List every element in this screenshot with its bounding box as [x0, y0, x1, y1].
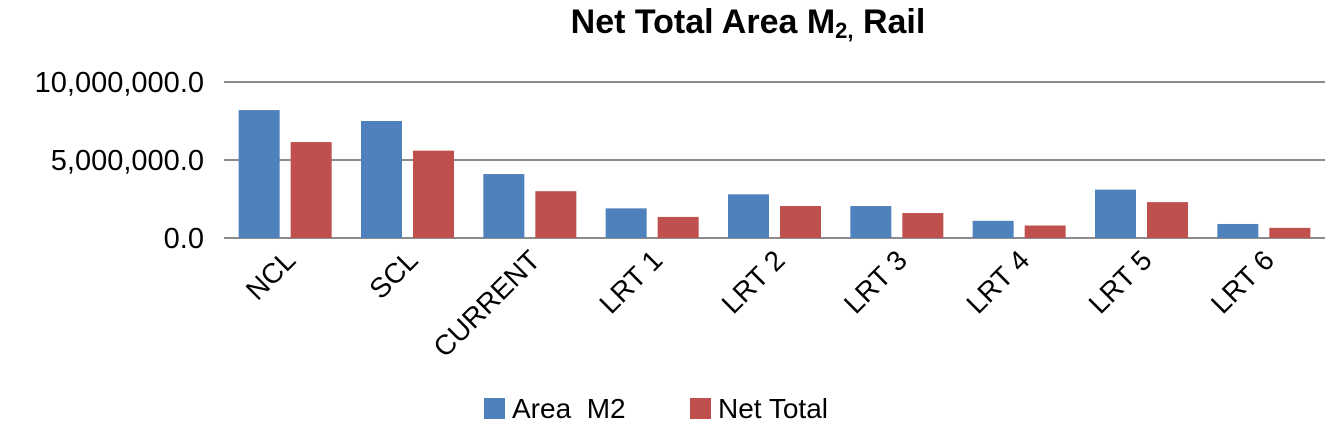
bar [535, 191, 577, 238]
legend: Area M2 Net Total [484, 393, 828, 424]
y-tick-label: 5,000,000.0 [51, 145, 204, 177]
y-axis-ticks: 0.0 5,000,000.0 10,000,000.0 [35, 67, 204, 255]
x-tick-label: CURRENT [427, 244, 546, 363]
x-tick-label: SCL [363, 244, 423, 304]
x-tick-label: LRT 3 [838, 244, 913, 319]
bar [780, 206, 821, 238]
bar [657, 216, 699, 238]
legend-swatch [690, 398, 711, 419]
bars [238, 110, 1311, 238]
gridlines [224, 81, 1325, 239]
chart-title-main: Net Total Area M [571, 3, 835, 41]
bar [605, 208, 647, 238]
bar [483, 174, 525, 238]
bar [850, 206, 892, 238]
bar [413, 150, 454, 238]
bar [1147, 202, 1188, 238]
bar [361, 121, 402, 238]
x-tick-label: NCL [240, 244, 302, 306]
x-tick-label: LRT 6 [1205, 244, 1280, 319]
bar [290, 142, 332, 238]
bar [1095, 189, 1136, 238]
legend-swatch [484, 398, 505, 419]
bar [1269, 227, 1311, 238]
bar [728, 194, 769, 238]
bar [902, 213, 944, 238]
legend-label: Net Total [718, 393, 828, 424]
bar [238, 110, 280, 238]
x-tick-label: LRT 1 [593, 244, 668, 319]
x-axis-ticks: NCL SCL CURRENT LRT 1 LRT 2 LRT 3 LRT 4 LRT 5 LR… [240, 244, 1280, 363]
y-tick-label: 10,000,000.0 [35, 67, 204, 99]
legend-label: Area M2 [512, 393, 626, 424]
y-tick-label: 0.0 [164, 223, 204, 255]
bar [1217, 223, 1259, 238]
bar [1024, 225, 1066, 238]
bar [972, 220, 1014, 238]
x-tick-label: LRT 4 [960, 244, 1035, 319]
chart-title: Net Total Area M2, Rail [571, 3, 926, 43]
x-tick-label: LRT 2 [716, 244, 791, 319]
chart-title-subscript: 2, [835, 18, 853, 43]
chart-title-suffix: Rail [854, 3, 926, 41]
x-tick-label: LRT 5 [1083, 244, 1158, 319]
